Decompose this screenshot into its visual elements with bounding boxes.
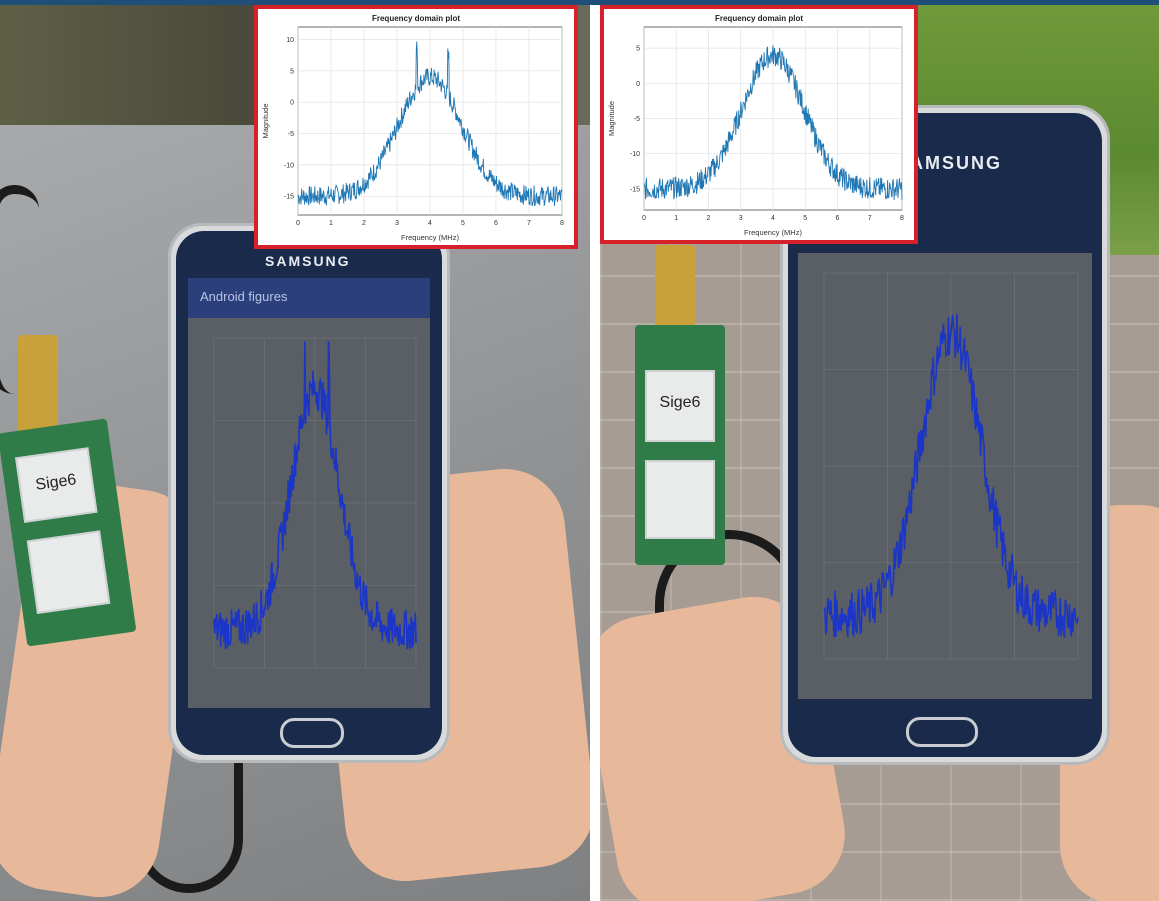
x-tick-label: 0 xyxy=(296,220,300,227)
x-tick-label: 1 xyxy=(674,215,678,222)
home-button xyxy=(906,717,978,747)
y-tick-label: 5 xyxy=(290,68,294,75)
spectrum-trace xyxy=(297,41,563,207)
photo-right: Sige6 AMSUNG Frequency domain plot 0 1 2 3 4 5… xyxy=(600,5,1159,901)
board-label: Sige6 xyxy=(659,394,701,411)
frequency-plot: Frequency domain plot 0 1 2 3 4 5 6 7 8 10 5 0 -5 -10 -… xyxy=(261,14,564,242)
smartphone: AMSUNG xyxy=(780,105,1110,765)
x-tick-label: 4 xyxy=(771,215,775,222)
rf-shield-lower xyxy=(26,530,111,614)
phone-brand: AMSUNG xyxy=(910,153,1002,173)
screen-spectrum-trace xyxy=(213,341,417,650)
spectrum-trace xyxy=(643,45,903,201)
x-tick-label: 6 xyxy=(836,215,840,222)
y-tick-label: 0 xyxy=(636,81,640,88)
y-tick-label: -15 xyxy=(284,194,294,201)
screen-plot xyxy=(188,318,430,708)
inset-plot-left: Frequency domain plot 0 1 2 3 4 5 6 7 8 10 5 0 -5 -10 -… xyxy=(254,5,578,249)
x-axis-label: Frequency (MHz) xyxy=(401,233,459,242)
home-button xyxy=(280,718,344,748)
y-axis-label: Magnitude xyxy=(261,103,270,138)
y-axis-label: Magnitude xyxy=(607,101,616,136)
y-tick-label: -10 xyxy=(284,162,294,169)
rf-shield: Sige6 xyxy=(645,370,715,442)
y-tick-label: -15 xyxy=(630,186,640,193)
screen-background xyxy=(188,318,430,708)
screen-plot xyxy=(798,253,1092,699)
app-title: Android figures xyxy=(200,289,288,304)
phone-screen xyxy=(798,253,1092,699)
top-edge-bar xyxy=(0,0,1159,5)
x-tick-label: 8 xyxy=(900,215,904,222)
chart-title: Frequency domain plot xyxy=(372,14,460,23)
x-tick-label: 0 xyxy=(642,215,646,222)
sdr-board: Sige6 xyxy=(635,325,725,565)
x-tick-label: 2 xyxy=(362,220,366,227)
y-tick-label: 5 xyxy=(636,46,640,53)
y-tick-label: -5 xyxy=(634,116,640,123)
x-tick-label: 4 xyxy=(428,220,432,227)
rf-shield: Sige6 xyxy=(15,447,98,523)
x-tick-label: 5 xyxy=(803,215,807,222)
x-axis-label: Frequency (MHz) xyxy=(744,228,802,237)
y-tick-label: -10 xyxy=(630,151,640,158)
inset-plot-right: Frequency domain plot 0 1 2 3 4 5 6 7 8 5 0 -5 -10 -15… xyxy=(600,5,918,244)
x-tick-label: 7 xyxy=(868,215,872,222)
x-tick-label: 5 xyxy=(461,220,465,227)
screen-spectrum-trace xyxy=(823,313,1079,639)
chart-title: Frequency domain plot xyxy=(715,14,803,23)
x-tick-label: 3 xyxy=(395,220,399,227)
x-tick-label: 8 xyxy=(560,220,564,227)
phone-screen: Android figures xyxy=(188,278,430,708)
phone-brand: SAMSUNG xyxy=(265,253,351,269)
screen-background xyxy=(798,253,1092,699)
sma-connector xyxy=(18,335,58,435)
photo-left: Sige6 SAMSUNG Android figures Frequency … xyxy=(0,5,590,901)
board-label: Sige6 xyxy=(34,471,78,494)
frequency-plot: Frequency domain plot 0 1 2 3 4 5 6 7 8 5 0 -5 -10 -15… xyxy=(607,14,904,237)
x-tick-label: 2 xyxy=(707,215,711,222)
y-tick-label: 10 xyxy=(286,37,294,44)
rf-shield-lower xyxy=(645,460,715,539)
y-tick-label: -5 xyxy=(288,131,294,138)
x-tick-label: 1 xyxy=(329,220,333,227)
smartphone: SAMSUNG Android figures xyxy=(168,223,450,763)
sma-connector xyxy=(655,245,695,340)
x-tick-label: 7 xyxy=(527,220,531,227)
app-bar: Android figures xyxy=(188,278,430,318)
y-tick-label: 0 xyxy=(290,100,294,107)
antenna-cable xyxy=(0,185,39,394)
x-tick-label: 6 xyxy=(494,220,498,227)
x-tick-label: 3 xyxy=(739,215,743,222)
